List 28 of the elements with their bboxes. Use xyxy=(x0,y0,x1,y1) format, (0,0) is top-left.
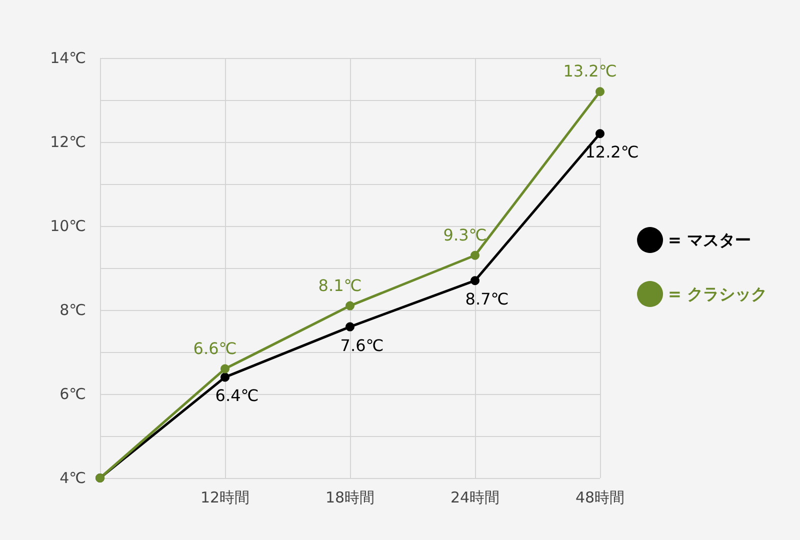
point xyxy=(220,364,230,374)
y-tick-label: 8℃ xyxy=(60,301,86,319)
legend-label: = マスター xyxy=(668,230,752,250)
y-tick-label: 6℃ xyxy=(60,385,86,403)
x-tick-label: 12時間 xyxy=(200,488,250,506)
point xyxy=(220,372,230,382)
point xyxy=(596,87,604,96)
point xyxy=(470,276,480,286)
legend-label: = クラシック xyxy=(668,284,768,304)
y-tick-label: 10℃ xyxy=(50,217,86,235)
data-label: 6.4℃ xyxy=(215,386,259,406)
point xyxy=(346,301,354,310)
y-tick-label: 4℃ xyxy=(60,469,86,487)
data-label: 12.2℃ xyxy=(585,142,639,162)
point xyxy=(470,250,480,260)
data-label: 6.6℃ xyxy=(193,338,237,358)
data-label: 9.3℃ xyxy=(443,225,487,244)
data-label: 8.7℃ xyxy=(465,290,509,309)
point xyxy=(596,129,604,138)
data-label: 8.1℃ xyxy=(318,276,362,295)
y-tick-label: 14℃ xyxy=(50,49,86,67)
data-label: 13.2℃ xyxy=(563,62,617,81)
data-label: 7.6℃ xyxy=(340,336,384,355)
y-tick-label: 12℃ xyxy=(50,133,86,151)
x-tick-label: 18時間 xyxy=(325,488,375,506)
x-tick-label: 24時間 xyxy=(450,488,500,506)
point xyxy=(346,322,354,332)
x-tick-label: 48時間 xyxy=(575,488,625,506)
